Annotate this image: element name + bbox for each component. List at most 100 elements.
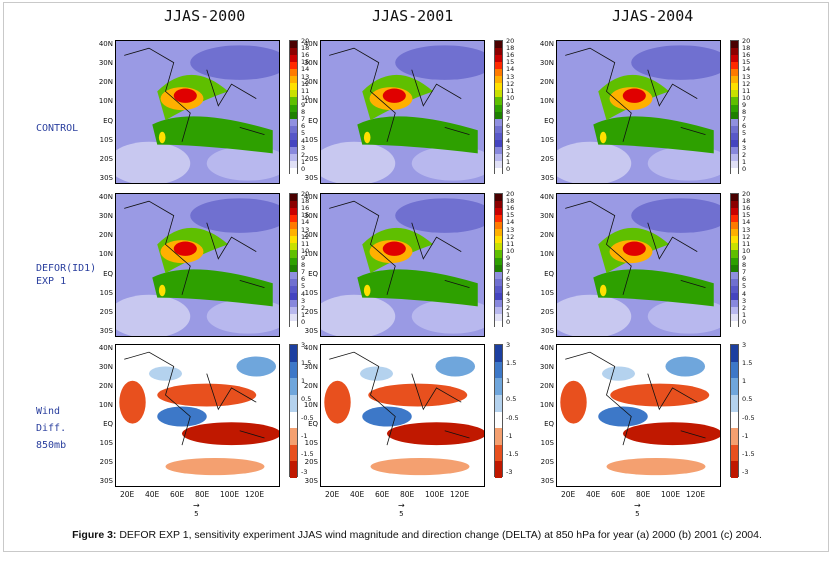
magnitude-colorbar-label: 5 [742, 282, 747, 291]
magnitude-colorbar-label: 14 [301, 65, 310, 74]
latitude-label: 40N [98, 40, 113, 48]
magnitude-colorbar-label: 6 [742, 275, 747, 284]
latitude-label: 10S [304, 439, 318, 447]
magnitude-colorbar-label: 15 [301, 58, 310, 67]
magnitude-colorbar-segment [495, 243, 502, 251]
latitude-label: 20S [99, 458, 113, 466]
magnitude-colorbar-segment [731, 264, 738, 273]
magnitude-colorbar-label: 4 [742, 289, 747, 298]
difference-colorbar-label: 3 [506, 341, 511, 349]
difference-colorbar-label: -0.5 [301, 413, 314, 422]
magnitude-colorbar-segment [731, 48, 738, 56]
magnitude-colorbar-segment [290, 62, 297, 70]
magnitude-colorbar-segment [290, 194, 297, 202]
latitude-label: 10S [99, 135, 113, 144]
magnitude-colorbar-label: 5 [506, 282, 511, 291]
magnitude-colorbar-label: 12 [301, 232, 310, 241]
latitude-label: 30S [99, 477, 113, 485]
magnitude-colorbar-label: 11 [506, 86, 515, 95]
difference-colorbar [730, 344, 739, 479]
map-panel-0-1 [320, 40, 485, 184]
map-panel-1-1 [320, 193, 485, 337]
latitude-label: 40N [539, 344, 554, 352]
latitude-label: 20S [99, 154, 113, 163]
magnitude-colorbar-label: 11 [301, 86, 310, 95]
magnitude-colorbar-label: 6 [506, 122, 511, 131]
magnitude-colorbar [494, 193, 503, 329]
magnitude-colorbar-segment [290, 208, 297, 216]
magnitude-colorbar-label: 0 [742, 165, 747, 173]
reference-vector-label: 5 [635, 510, 640, 518]
longitude-label: 60E [170, 490, 185, 499]
latitude-label: 30S [99, 174, 113, 182]
magnitude-colorbar-label: 1 [742, 310, 747, 319]
magnitude-colorbar-segment [495, 271, 502, 280]
latitude-label: 40N [303, 40, 318, 48]
magnitude-colorbar-segment [495, 208, 502, 216]
difference-colorbar-label: 0.5 [742, 395, 753, 404]
difference-colorbar-segment [495, 444, 502, 462]
magnitude-colorbar-segment [731, 257, 738, 266]
longitude-label: 40E [350, 490, 365, 499]
magnitude-colorbar-segment [290, 111, 297, 120]
magnitude-colorbar-label: 16 [301, 204, 310, 213]
magnitude-colorbar-label: 6 [742, 122, 747, 131]
magnitude-colorbar-label: 14 [506, 218, 515, 227]
magnitude-colorbar-label: 10 [301, 93, 310, 102]
magnitude-colorbar-segment [731, 299, 738, 308]
magnitude-colorbar-label: 0 [506, 165, 511, 173]
latitude-label: 40N [98, 193, 113, 201]
latitude-label: 30N [98, 363, 113, 371]
magnitude-colorbar-segment [495, 146, 502, 155]
magnitude-colorbar-label: 16 [506, 204, 515, 213]
magnitude-colorbar-label: 8 [506, 261, 511, 270]
difference-colorbar-label: -1 [506, 431, 513, 440]
magnitude-colorbar-segment [290, 264, 297, 273]
magnitude-colorbar-label: 10 [506, 246, 515, 255]
magnitude-colorbar-segment [495, 160, 502, 169]
magnitude-colorbar-segment [290, 257, 297, 266]
magnitude-colorbar-segment [290, 48, 297, 56]
magnitude-colorbar-segment [731, 55, 738, 63]
difference-colorbar-label: -0.5 [506, 413, 519, 422]
magnitude-colorbar-segment [495, 139, 502, 148]
magnitude-colorbar-segment [495, 62, 502, 70]
magnitude-colorbar-label: 7 [301, 115, 306, 124]
difference-colorbar-label: 3 [301, 341, 306, 349]
magnitude-colorbar-label: 15 [742, 58, 751, 67]
difference-colorbar-segment [290, 444, 297, 462]
magnitude-colorbar [289, 193, 298, 329]
magnitude-colorbar-label: 5 [301, 129, 306, 138]
latitude-label: 10S [99, 288, 113, 297]
magnitude-colorbar-segment [290, 292, 297, 301]
magnitude-colorbar-label: 12 [506, 79, 515, 88]
magnitude-colorbar-label: 2 [301, 303, 306, 312]
magnitude-colorbar-segment [731, 208, 738, 216]
magnitude-colorbar-label: 13 [506, 225, 515, 234]
magnitude-colorbar-segment [290, 125, 297, 134]
magnitude-colorbar-segment [290, 83, 297, 91]
magnitude-colorbar-label: 8 [742, 108, 747, 117]
magnitude-colorbar-label: 7 [742, 115, 747, 124]
latitude-label: 40N [303, 193, 318, 201]
magnitude-colorbar-label: 12 [742, 232, 751, 241]
latitude-label: 10S [99, 439, 113, 447]
magnitude-colorbar-segment [495, 76, 502, 84]
magnitude-colorbar-label: 6 [301, 275, 306, 284]
magnitude-colorbar-label: 18 [506, 44, 515, 53]
reference-vector: → 5 [398, 501, 405, 518]
latitude-label: 40N [303, 344, 318, 352]
magnitude-colorbar-segment [290, 278, 297, 287]
difference-colorbar-label: 0.5 [301, 395, 312, 404]
magnitude-colorbar-label: 15 [301, 211, 310, 220]
magnitude-colorbar-label: 13 [506, 72, 515, 81]
difference-colorbar-label: -0.5 [742, 413, 755, 422]
magnitude-colorbar-segment [495, 292, 502, 301]
magnitude-colorbar-segment [731, 229, 738, 237]
row-label-control: CONTROL [36, 123, 79, 134]
latitude-label: 30S [304, 174, 318, 182]
magnitude-colorbar [730, 193, 739, 329]
magnitude-colorbar-segment [495, 236, 502, 244]
longitude-label: 40E [586, 490, 601, 499]
magnitude-colorbar-label: 18 [742, 197, 751, 206]
